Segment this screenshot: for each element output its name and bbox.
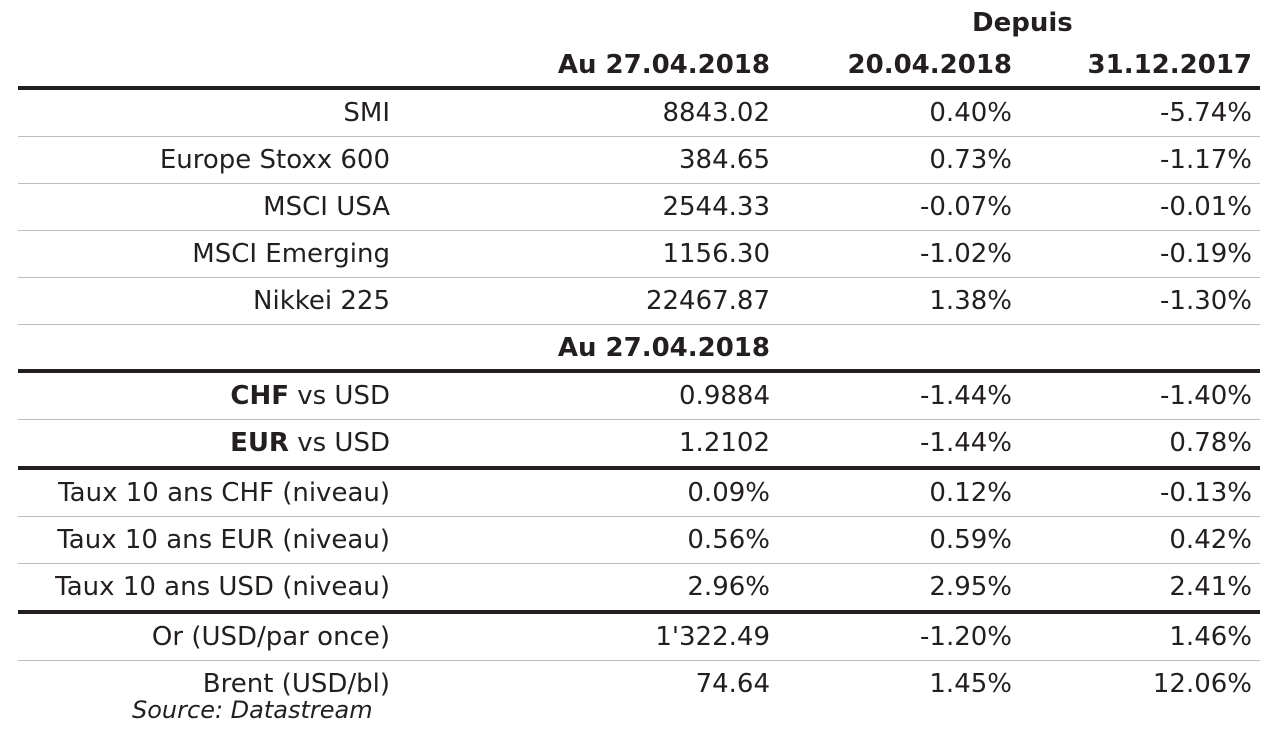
row-week-change: 1.45%	[929, 669, 1012, 699]
row-label: Taux 10 ans USD (niveau)	[55, 572, 390, 602]
row-value: 0.09%	[687, 478, 770, 508]
row-week-change: 1.38%	[929, 286, 1012, 316]
value-column-header: Au 27.04.2018	[557, 50, 770, 80]
row-ytd-change: -5.74%	[1160, 98, 1252, 128]
row-label: Taux 10 ans EUR (niveau)	[57, 525, 390, 555]
row-ytd-change: 12.06%	[1152, 669, 1252, 699]
row-value: 0.9884	[679, 381, 770, 411]
table-row: Europe Stoxx 600 384.65 0.73% -1.17%	[18, 137, 1260, 184]
row-label: CHF vs USD	[230, 373, 390, 419]
row-week-change: -1.02%	[920, 239, 1012, 269]
row-ytd-change: -0.01%	[1160, 192, 1252, 222]
row-value: 1.2102	[679, 428, 770, 458]
currency-pair-rest: vs USD	[288, 428, 390, 458]
row-value: 0.56%	[687, 525, 770, 555]
row-week-change: -1.44%	[920, 428, 1012, 458]
row-ytd-change: 2.41%	[1169, 572, 1252, 602]
row-ytd-change: -1.40%	[1160, 381, 1252, 411]
table-row: Nikkei 225 22467.87 1.38% -1.30%	[18, 278, 1260, 325]
row-value: 1156.30	[662, 239, 770, 269]
row-label: Brent (USD/bl)	[202, 669, 390, 699]
row-ytd-change: -1.30%	[1160, 286, 1252, 316]
week-column-header: 20.04.2018	[847, 50, 1012, 80]
row-week-change: 0.73%	[929, 145, 1012, 175]
table-row: SMI 8843.02 0.40% -5.74%	[18, 86, 1260, 137]
source-note: Source: Datastream	[132, 696, 373, 724]
row-week-change: 0.12%	[929, 478, 1012, 508]
row-value: 74.64	[695, 669, 770, 699]
row-label: EUR vs USD	[230, 420, 390, 466]
row-value: 8843.02	[662, 98, 770, 128]
table-row: Taux 10 ans EUR (niveau) 0.56% 0.59% 0.4…	[18, 517, 1260, 564]
row-label: Taux 10 ans CHF (niveau)	[58, 478, 390, 508]
table-row: Taux 10 ans CHF (niveau) 0.09% 0.12% -0.…	[18, 466, 1260, 517]
currency-code: EUR	[230, 428, 289, 458]
row-value: 2.96%	[687, 572, 770, 602]
row-value: 1'322.49	[655, 622, 770, 652]
currency-code: CHF	[230, 381, 289, 411]
ytd-column-header: 31.12.2017	[1087, 50, 1252, 80]
table-row: Taux 10 ans USD (niveau) 2.96% 2.95% 2.4…	[18, 564, 1260, 610]
market-table: Depuis Au 27.04.2018 20.04.2018 31.12.20…	[18, 0, 1260, 707]
row-value: 384.65	[679, 145, 770, 175]
row-value: 22467.87	[645, 286, 770, 316]
row-week-change: 2.95%	[929, 572, 1012, 602]
row-week-change: 0.59%	[929, 525, 1012, 555]
row-ytd-change: 0.78%	[1169, 428, 1252, 458]
row-ytd-change: -0.19%	[1160, 239, 1252, 269]
row-label: Nikkei 225	[253, 286, 390, 316]
row-ytd-change: 0.42%	[1169, 525, 1252, 555]
section-subheader: Au 27.04.2018	[18, 325, 1260, 369]
table-header: Depuis Au 27.04.2018 20.04.2018 31.12.20…	[18, 0, 1260, 86]
table-row: MSCI Emerging 1156.30 -1.02% -0.19%	[18, 231, 1260, 278]
row-ytd-change: -1.17%	[1160, 145, 1252, 175]
row-week-change: -0.07%	[920, 192, 1012, 222]
since-header: Depuis	[972, 8, 1073, 38]
row-label: SMI	[343, 98, 390, 128]
row-week-change: -1.44%	[920, 381, 1012, 411]
row-label: MSCI USA	[263, 192, 390, 222]
row-label: Or (USD/par once)	[151, 622, 390, 652]
table-row: EUR vs USD 1.2102 -1.44% 0.78%	[18, 420, 1260, 466]
row-ytd-change: 1.46%	[1169, 622, 1252, 652]
table-row: Or (USD/par once) 1'322.49 -1.20% 1.46%	[18, 610, 1260, 661]
row-ytd-change: -0.13%	[1160, 478, 1252, 508]
table-row: Brent (USD/bl) 74.64 1.45% 12.06%	[18, 661, 1260, 707]
subheader-value-label: Au 27.04.2018	[557, 333, 770, 363]
row-week-change: -1.20%	[920, 622, 1012, 652]
row-label: Europe Stoxx 600	[159, 145, 390, 175]
table-row: CHF vs USD 0.9884 -1.44% -1.40%	[18, 369, 1260, 420]
table-row: MSCI USA 2544.33 -0.07% -0.01%	[18, 184, 1260, 231]
row-week-change: 0.40%	[929, 98, 1012, 128]
row-label: MSCI Emerging	[192, 239, 390, 269]
currency-pair-rest: vs USD	[288, 381, 390, 411]
row-value: 2544.33	[662, 192, 770, 222]
